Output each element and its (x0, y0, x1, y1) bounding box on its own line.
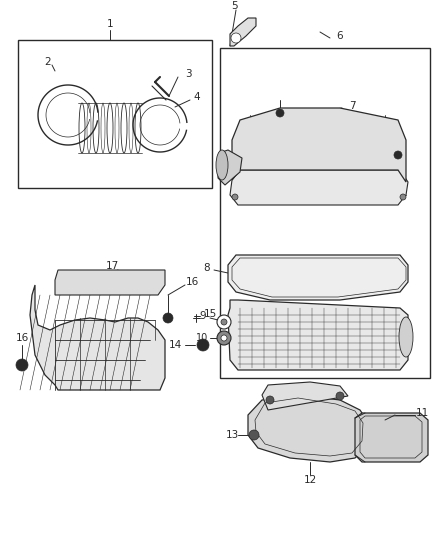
Polygon shape (248, 395, 370, 462)
Polygon shape (30, 285, 165, 390)
Polygon shape (230, 170, 408, 205)
Text: 13: 13 (226, 430, 239, 440)
Text: 17: 17 (106, 261, 119, 271)
Text: 2: 2 (45, 57, 51, 67)
Polygon shape (355, 413, 428, 462)
Text: 8: 8 (204, 263, 210, 273)
Polygon shape (218, 150, 242, 185)
Text: 6: 6 (337, 31, 343, 41)
Bar (220, 48, 430, 378)
Circle shape (394, 151, 402, 159)
Text: 16: 16 (185, 277, 198, 287)
Circle shape (231, 33, 241, 43)
Circle shape (249, 430, 259, 440)
Text: 12: 12 (304, 475, 317, 485)
Bar (18, 40, 212, 188)
Circle shape (16, 359, 28, 371)
Text: 4: 4 (194, 92, 200, 102)
Circle shape (336, 392, 344, 400)
Polygon shape (230, 18, 256, 46)
Text: 16: 16 (15, 333, 28, 343)
Circle shape (217, 331, 231, 345)
Polygon shape (262, 382, 348, 410)
Text: 11: 11 (415, 408, 429, 418)
Text: 5: 5 (231, 1, 237, 11)
Circle shape (266, 396, 274, 404)
Circle shape (400, 194, 406, 200)
Circle shape (221, 335, 227, 341)
Text: 1: 1 (107, 19, 113, 29)
Circle shape (217, 315, 231, 329)
Text: 10: 10 (196, 333, 208, 343)
Text: 3: 3 (185, 69, 191, 79)
Text: 14: 14 (168, 340, 182, 350)
Circle shape (232, 194, 238, 200)
Ellipse shape (399, 317, 413, 357)
Text: 7: 7 (349, 101, 355, 111)
Circle shape (276, 109, 284, 117)
Circle shape (197, 339, 209, 351)
Text: 15: 15 (203, 309, 217, 319)
Ellipse shape (216, 150, 228, 180)
Circle shape (163, 313, 173, 323)
Polygon shape (228, 300, 408, 370)
Circle shape (221, 319, 227, 325)
Text: 9: 9 (200, 311, 206, 321)
Polygon shape (228, 255, 408, 300)
Polygon shape (232, 108, 406, 182)
Polygon shape (55, 270, 165, 295)
